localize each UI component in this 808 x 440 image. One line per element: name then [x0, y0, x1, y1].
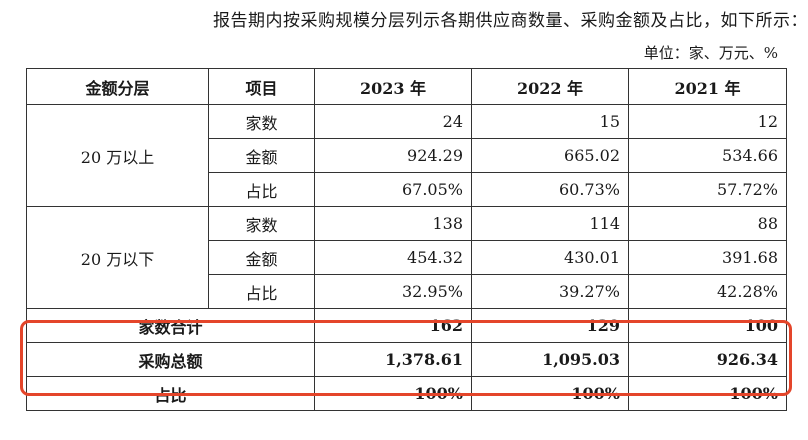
total-value: 926.34 [628, 342, 787, 377]
total-value: 100 [628, 308, 787, 343]
unit-label: 单位：家、万元、% [643, 44, 778, 62]
total-row-count: 家数合计 162 129 100 [26, 308, 787, 343]
total-row-amount: 采购总额 1,378.61 1,095.03 926.34 [26, 342, 787, 377]
value-cell: 454.32 [314, 240, 472, 275]
total-value: 100% [314, 376, 472, 411]
table-row: 20 万以上 家数 24 15 12 [26, 104, 787, 207]
total-value: 100% [628, 376, 787, 411]
value-cell: 24 [314, 104, 472, 139]
value-cell: 114 [471, 206, 629, 241]
header-2023: 2023 年 [314, 68, 472, 105]
header-row: 金额分层 项目 2023 年 2022 年 2021 年 [26, 68, 787, 105]
table-row: 金额 924.29 665.02 534.66 [27, 138, 787, 173]
item-cell: 占比 [208, 274, 315, 309]
tier-label: 20 万以下 [26, 206, 209, 309]
item-cell: 占比 [208, 172, 315, 207]
value-cell: 15 [471, 104, 629, 139]
value-cell: 57.72% [628, 172, 787, 207]
value-cell: 665.02 [471, 138, 629, 173]
supplier-tier-table: 金额分层 项目 2023 年 2022 年 2021 年 20 万以上 家数 2… [26, 68, 787, 411]
total-value: 129 [471, 308, 629, 343]
value-cell: 60.73% [471, 172, 629, 207]
total-label: 家数合计 [26, 308, 315, 343]
intro-text: 报告期内按采购规模分层列示各期供应商数量、采购金额及占比，如下所示： [213, 11, 808, 31]
total-value: 100% [471, 376, 629, 411]
value-cell: 88 [628, 206, 787, 241]
header-tier: 金额分层 [26, 68, 209, 105]
item-cell: 金额 [208, 138, 315, 173]
total-value: 1,095.03 [471, 342, 629, 377]
header-item: 项目 [208, 68, 315, 105]
total-label: 采购总额 [26, 342, 315, 377]
value-cell: 534.66 [628, 138, 787, 173]
value-cell: 430.01 [471, 240, 629, 275]
table-row: 金额 454.32 430.01 391.68 [27, 240, 787, 275]
table-row: 占比 67.05% 60.73% 57.72% [27, 172, 787, 207]
item-cell: 家数 [208, 206, 315, 241]
value-cell: 32.95% [314, 274, 472, 309]
tier-label: 20 万以上 [26, 104, 209, 207]
value-cell: 924.29 [314, 138, 472, 173]
table-row: 20 万以下 家数 138 114 88 [26, 206, 787, 309]
total-value: 1,378.61 [314, 342, 472, 377]
item-cell: 家数 [208, 104, 315, 139]
header-2022: 2022 年 [471, 68, 629, 105]
value-cell: 42.28% [628, 274, 787, 309]
total-label: 占比 [26, 376, 315, 411]
value-cell: 138 [314, 206, 472, 241]
item-cell: 金额 [208, 240, 315, 275]
table-row: 占比 32.95% 39.27% 42.28% [27, 274, 787, 309]
total-value: 162 [314, 308, 472, 343]
header-2021: 2021 年 [628, 68, 787, 105]
value-cell: 67.05% [314, 172, 472, 207]
value-cell: 39.27% [471, 274, 629, 309]
value-cell: 12 [628, 104, 787, 139]
total-row-ratio: 占比 100% 100% 100% [26, 376, 787, 411]
value-cell: 391.68 [628, 240, 787, 275]
